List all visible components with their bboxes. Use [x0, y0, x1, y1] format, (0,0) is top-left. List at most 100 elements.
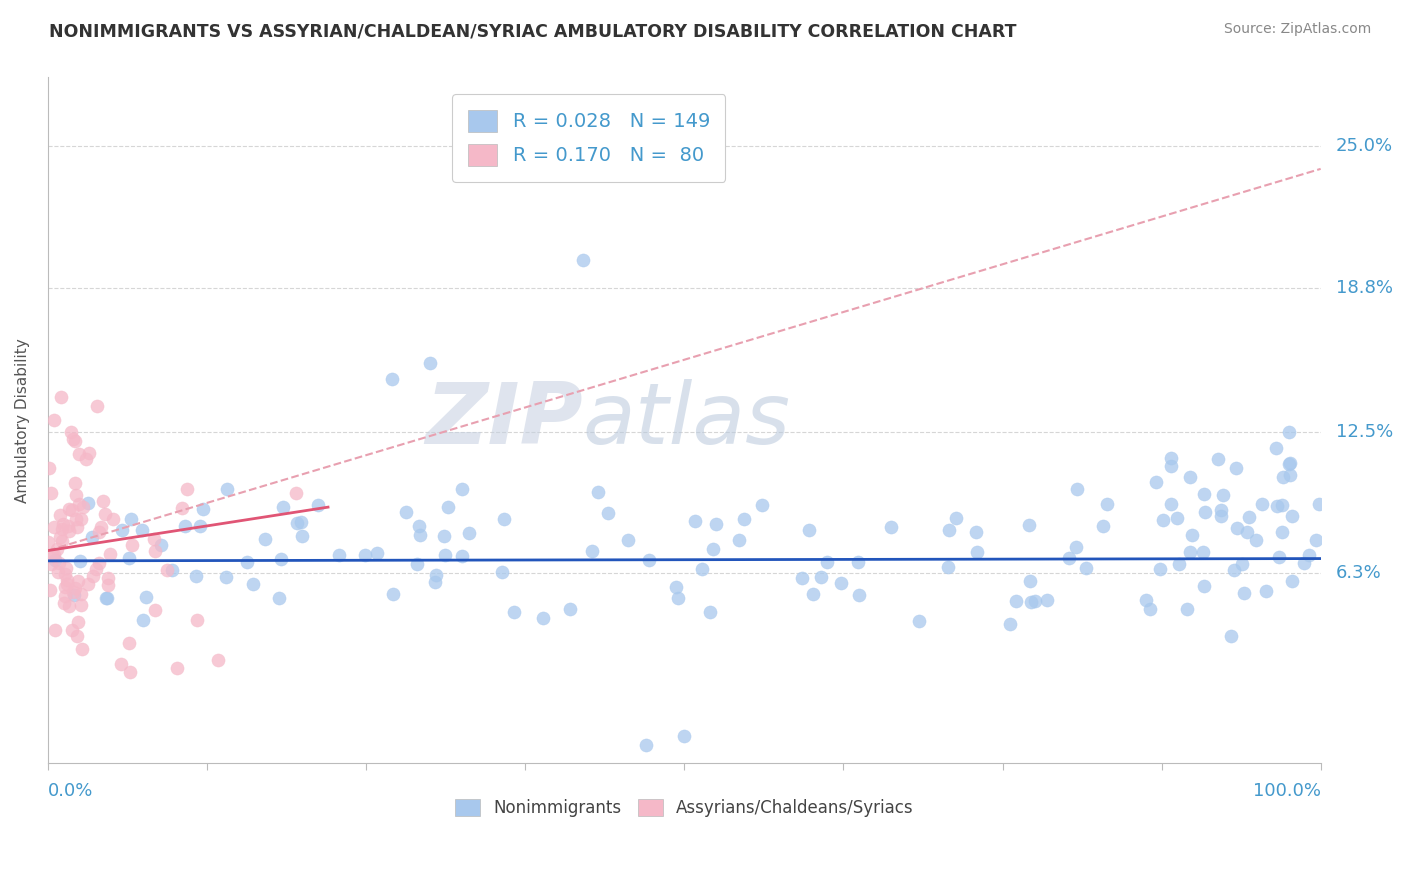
Point	[666, 591, 689, 605]
Point	[1212, 488, 1234, 502]
Point	[271, 500, 294, 515]
Point	[491, 565, 513, 579]
Point	[790, 571, 813, 585]
Point	[60, 623, 83, 637]
Point	[1211, 503, 1233, 517]
Point	[90, 520, 112, 534]
Point	[1160, 497, 1182, 511]
Point	[72, 641, 94, 656]
Point	[381, 372, 404, 386]
Point	[437, 500, 460, 515]
Point	[1209, 509, 1232, 524]
Point	[39, 486, 62, 500]
Point	[52, 516, 75, 531]
Point	[58, 501, 80, 516]
Point	[1268, 550, 1291, 565]
Text: 6.3%: 6.3%	[1336, 565, 1382, 582]
Point	[1265, 499, 1288, 513]
Point	[394, 505, 416, 519]
Point	[1271, 524, 1294, 539]
Text: 0.0%: 0.0%	[48, 782, 93, 800]
Point	[67, 574, 90, 588]
Point	[285, 486, 308, 500]
Point	[1236, 525, 1258, 540]
Point	[1074, 560, 1097, 574]
Point	[41, 549, 63, 563]
Point	[531, 611, 554, 625]
Point	[143, 544, 166, 558]
Point	[82, 568, 104, 582]
Point	[425, 575, 447, 590]
Point	[636, 738, 658, 752]
Point	[1237, 510, 1260, 524]
Point	[55, 561, 77, 575]
Point	[91, 493, 114, 508]
Point	[44, 623, 66, 637]
Point	[1144, 475, 1167, 489]
Point	[409, 528, 432, 542]
Point	[156, 563, 179, 577]
Point	[170, 500, 193, 515]
Point	[433, 548, 456, 562]
Text: ZIP: ZIP	[425, 379, 582, 462]
Point	[328, 548, 350, 562]
Point	[66, 519, 89, 533]
Point	[797, 524, 820, 538]
Point	[936, 560, 959, 574]
Point	[44, 553, 66, 567]
Point	[617, 533, 640, 547]
Point	[70, 512, 93, 526]
Point	[143, 602, 166, 616]
Point	[120, 665, 142, 679]
Point	[1256, 583, 1278, 598]
Point	[270, 551, 292, 566]
Point	[97, 571, 120, 585]
Point	[56, 576, 79, 591]
Point	[1244, 533, 1267, 548]
Point	[242, 577, 264, 591]
Point	[1175, 601, 1198, 615]
Point	[848, 588, 870, 602]
Text: atlas: atlas	[582, 379, 790, 462]
Point	[60, 503, 83, 517]
Point	[965, 524, 987, 539]
Point	[70, 598, 93, 612]
Point	[581, 544, 603, 558]
Point	[48, 556, 70, 570]
Point	[1281, 574, 1303, 588]
Point	[51, 533, 73, 548]
Point	[846, 555, 869, 569]
Point	[44, 549, 66, 563]
Text: 18.8%: 18.8%	[1336, 278, 1393, 297]
Point	[1024, 594, 1046, 608]
Point	[702, 542, 724, 557]
Point	[945, 511, 967, 525]
Point	[63, 434, 86, 448]
Point	[1230, 557, 1253, 571]
Point	[1139, 602, 1161, 616]
Point	[254, 532, 277, 546]
Point	[49, 530, 72, 544]
Point	[62, 585, 84, 599]
Point	[67, 447, 90, 461]
Point	[1091, 519, 1114, 533]
Point	[62, 432, 84, 446]
Point	[72, 500, 94, 515]
Point	[1225, 461, 1247, 475]
Point	[1271, 498, 1294, 512]
Point	[673, 729, 696, 743]
Point	[103, 512, 125, 526]
Point	[44, 519, 66, 533]
Point	[58, 599, 80, 613]
Point	[1066, 541, 1088, 555]
Point	[97, 577, 120, 591]
Point	[174, 519, 197, 533]
Point	[162, 564, 184, 578]
Point	[38, 460, 60, 475]
Point	[84, 562, 107, 576]
Point	[751, 498, 773, 512]
Point	[207, 653, 229, 667]
Point	[1278, 425, 1301, 439]
Point	[1308, 497, 1330, 511]
Point	[52, 596, 75, 610]
